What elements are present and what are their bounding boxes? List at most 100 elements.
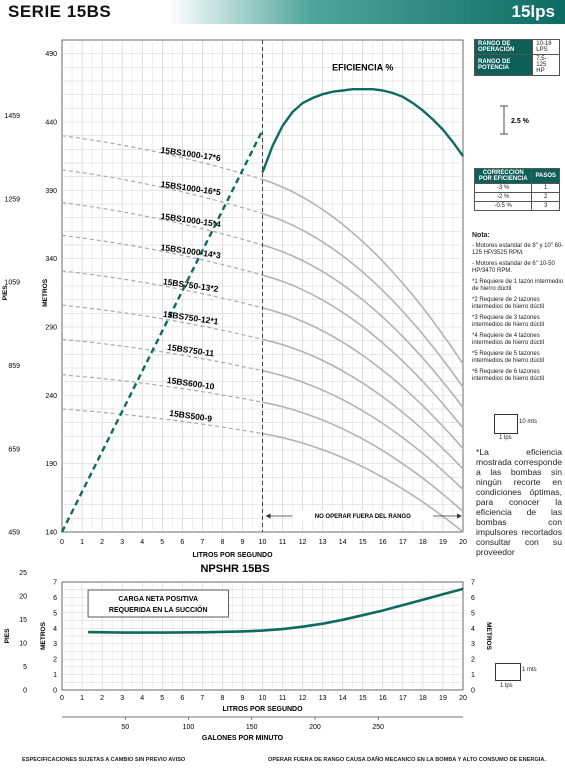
scale-box-bottom-w: 1 lps — [500, 683, 513, 689]
gpm-tick-label: 50 — [121, 724, 129, 731]
series-line-dashed — [61, 270, 263, 309]
x-tick-label: 0 — [60, 539, 64, 546]
npshr-curve — [88, 587, 464, 634]
x-tick-label: 2 — [100, 539, 104, 546]
y-tick-label-m: 1 — [53, 672, 57, 679]
npshr-label-box — [87, 589, 229, 618]
y-tick-label-ft: 5 — [23, 664, 27, 671]
x-tick-label: 5 — [160, 695, 164, 702]
x-tick-label: 14 — [339, 539, 347, 546]
y-tick-label-right: 1 — [471, 672, 475, 679]
scale-box-top — [494, 414, 518, 434]
series-line-dashed — [61, 135, 263, 180]
footer-right: OPERAR FUERA DE RANGO CAUSA DAÑO MECANIC… — [268, 757, 546, 763]
x-tick-label: 17 — [399, 695, 407, 702]
y-tick-label-ft: 659 — [8, 446, 20, 453]
x-tick-label: 13 — [319, 695, 327, 702]
x-tick-label: 4 — [140, 539, 144, 546]
range-note-bg — [292, 510, 433, 521]
correction-table: CORRECCION POR EFICIENCIA PASOS -3 % 1 -2 … — [473, 168, 560, 211]
x-tick-label: 13 — [319, 539, 327, 546]
y-tick-label-ft: 15 — [19, 617, 27, 624]
x-tick-label: 11 — [279, 539, 286, 546]
note-item: *6 Requiere de 6 tazones intermedios de … — [472, 369, 545, 382]
x-tick-label: 9 — [240, 539, 244, 546]
y-tick-label-ft: 1459 — [4, 113, 20, 120]
gpm-tick-label: 200 — [309, 724, 321, 731]
notes: Nota: - Motores estandar de 8" y 10" 60-… — [472, 232, 564, 387]
series-line — [262, 244, 464, 409]
x-tick-label: 2 — [100, 695, 104, 702]
x-tick-label: 10 — [259, 695, 267, 702]
header-band — [0, 0, 565, 24]
y-tick-label-m: 140 — [45, 530, 57, 537]
series-line-dashed — [61, 408, 263, 435]
y-tick-label-m: 5 — [53, 610, 57, 617]
x-tick-label: 8 — [220, 539, 224, 546]
gpm-tick-label: 100 — [183, 724, 195, 731]
power-value: 7.5-125 HP — [532, 54, 560, 76]
x-axis-label: LITROS POR SEGUNDO — [192, 552, 273, 559]
x-tick-label: 19 — [439, 695, 447, 702]
x-tick-label: 3 — [120, 695, 124, 702]
y-tick-label-m: 6 — [53, 595, 57, 602]
y-axis-label: METROS — [42, 278, 49, 306]
power-label: RANGO DE POTENCIA — [473, 54, 534, 76]
x-tick-label: 20 — [459, 695, 467, 702]
footer-left: ESPECIFICACIONES SUJETAS A CAMBIO SIN PR… — [22, 757, 186, 763]
npshr-label-line1: CARGA NETA POSITIVA — [118, 596, 198, 603]
y-tick-label-m: 7 — [53, 580, 57, 587]
y-tick-label-m: 340 — [45, 256, 57, 263]
steps-cell: 1 — [531, 183, 560, 193]
curves — [60, 40, 464, 533]
x-tick-label: 5 — [160, 539, 164, 546]
x-tick-label: 6 — [180, 539, 184, 546]
npshr-title: NPSHR 15BS — [200, 563, 269, 575]
y-tick-label-m: 390 — [45, 188, 57, 195]
y-tick-label-ft: 0 — [23, 688, 27, 695]
steps-header: PASOS — [531, 168, 560, 184]
x-tick-label: 14 — [339, 695, 347, 702]
range-note: NO OPERAR FUERA DEL RANGO — [315, 514, 411, 520]
steps-cell: 2 — [531, 192, 560, 202]
grid — [61, 581, 464, 720]
y-tick-label-ft: 1059 — [4, 280, 20, 287]
x-tick-label: 1 — [80, 539, 84, 546]
y-axis-label-right: METROS — [485, 622, 492, 650]
x-tick-label: 8 — [220, 695, 224, 702]
steps-cell: 3 — [531, 201, 560, 211]
x-tick-label: 7 — [200, 695, 204, 702]
y-tick-label-ft: 1259 — [4, 196, 20, 203]
y-tick-label-m: 290 — [45, 325, 57, 332]
series-line-dashed — [61, 169, 263, 215]
eff-step-label: 2.5 % — [511, 118, 530, 125]
series-line-dashed — [61, 338, 263, 372]
note-item: *3 Requiere de 3 tazones intermedios de … — [472, 315, 545, 328]
gpm-tick-label: 250 — [372, 724, 384, 731]
efficiency-footnote: *La eficiencia mostrada corresponde a la… — [476, 447, 562, 557]
range-value: 10-18 LPS — [532, 39, 560, 55]
x-tick-label: 9 — [240, 695, 244, 702]
x-tick-label: 3 — [120, 539, 124, 546]
series-line-dashed — [61, 304, 263, 340]
x-tick-label: 0 — [60, 695, 64, 702]
y-tick-label-m: 4 — [53, 626, 57, 633]
y-tick-label-right: 4 — [471, 626, 475, 633]
y-tick-label-m: 2 — [53, 657, 57, 664]
series-line-dashed — [61, 202, 263, 246]
x-tick-label: 1 — [80, 695, 84, 702]
y-tick-label-ft: 859 — [8, 363, 20, 370]
series-line — [262, 338, 464, 470]
y-tick-label-m: 440 — [45, 120, 57, 127]
efficiency-curve — [261, 88, 464, 173]
note-item: *5 Requiere de 5 tazones intermedios de … — [472, 351, 545, 364]
y-tick-label-right: 3 — [471, 641, 475, 648]
curves — [88, 587, 464, 634]
note-item: *1 Requiere de 1 tazón intermedio de hie… — [472, 279, 564, 292]
y-axis-label-ft: PIES — [2, 285, 9, 300]
scale-box-top-w: 1 lps — [499, 435, 512, 441]
x-tick-label: 12 — [299, 539, 307, 546]
y-tick-label-m: 3 — [53, 641, 57, 648]
note-item: *4 Requiere de 4 tazones intermedios de … — [472, 333, 545, 346]
